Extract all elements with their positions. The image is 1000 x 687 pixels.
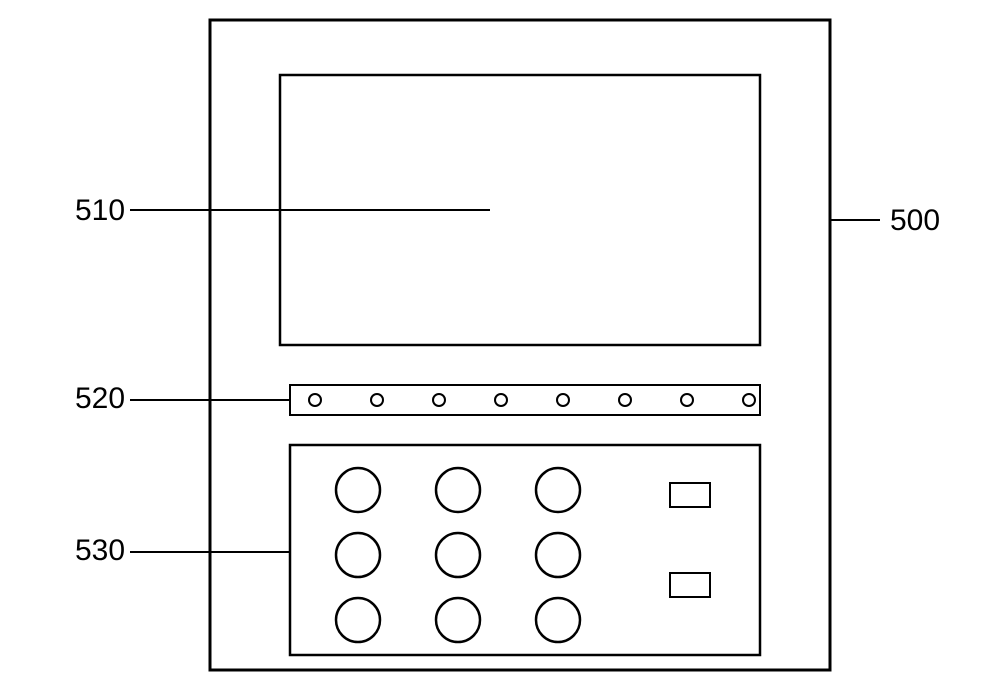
ref-label-l530: 530: [75, 534, 125, 567]
ref-label-l510: 510: [75, 194, 125, 227]
ref-label-l520: 520: [75, 382, 125, 415]
canvas-background: [0, 0, 1000, 687]
ref-label-l500: 500: [890, 204, 940, 237]
